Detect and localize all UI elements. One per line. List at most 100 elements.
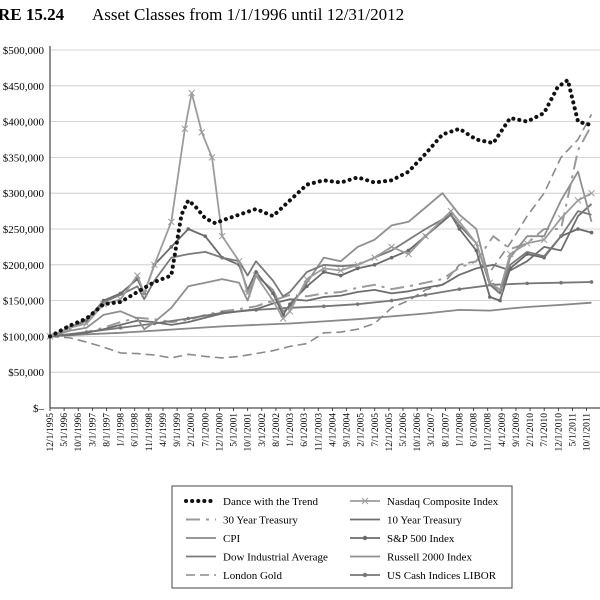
data-point-marker <box>118 326 123 330</box>
data-point-marker <box>203 234 208 238</box>
data-point-marker <box>322 304 326 309</box>
x-tick-label: 3/1/2002 <box>258 413 268 447</box>
legend-label: 10 Year Treasury <box>387 515 462 527</box>
data-point-marker <box>589 230 594 235</box>
data-point-marker <box>186 227 191 231</box>
x-tick-label: 12/1/2000 <box>215 413 225 452</box>
x-tick-label: 2/1/2005 <box>357 413 367 447</box>
y-tick-label: $250,000 <box>3 224 45 236</box>
x-tick-label: 9/1/2009 <box>512 413 522 447</box>
data-point-marker <box>338 273 343 278</box>
x-tick-label: 9/1/1999 <box>173 413 183 447</box>
data-point-marker <box>83 320 90 327</box>
x-tick-label: 7/1/2005 <box>371 413 381 447</box>
y-tick-label: $200,000 <box>3 260 45 272</box>
x-tick-label: 5/1/2006 <box>399 413 409 447</box>
series-line-30-year-treasury <box>49 124 593 338</box>
legend-marker <box>362 535 368 541</box>
data-point-marker <box>525 281 529 286</box>
data-point-marker <box>286 307 294 315</box>
legend-label: London Gold <box>223 570 282 582</box>
data-point-marker <box>472 239 480 247</box>
x-tick-label: 8/1/2007 <box>441 413 451 447</box>
data-point-marker <box>134 272 141 279</box>
data-point-marker <box>354 261 362 269</box>
x-tick-label: 7/1/2000 <box>201 413 211 447</box>
x-tick-label: 4/1/2004 <box>328 413 338 447</box>
series-line-nasdaq-composite-index <box>49 92 592 338</box>
y-tick-label: $150,000 <box>3 296 45 308</box>
y-tick-label: $50,000 <box>8 367 44 379</box>
data-point-marker <box>405 250 412 258</box>
legend-label: 30 Year Treasury <box>223 515 298 527</box>
x-tick-label: 9/1/2004 <box>343 413 353 447</box>
data-point-marker <box>355 266 360 271</box>
y-tick-label: $400,000 <box>3 117 45 129</box>
x-tick-label: 8/1/1997 <box>102 413 112 447</box>
x-tick-label: 3/1/1997 <box>88 413 98 447</box>
data-point-marker <box>372 263 377 267</box>
x-tick-label: 10/1/2006 <box>413 413 423 452</box>
legend-label: Dance with the Trend <box>223 496 319 508</box>
x-tick-label: 8/1/2002 <box>272 413 282 447</box>
x-tick-label: 7/1/2010 <box>540 413 550 447</box>
x-tick-label: 4/1/1999 <box>159 413 169 447</box>
x-tick-label: 5/1/2001 <box>230 413 240 447</box>
data-point-marker <box>235 257 243 265</box>
data-point-marker <box>320 265 328 272</box>
data-point-marker <box>371 254 378 261</box>
data-point-marker <box>506 250 514 258</box>
data-point-marker <box>588 189 595 197</box>
data-point-marker <box>303 275 311 283</box>
legend-box <box>171 485 513 589</box>
legend-label: Nasdaq Composite Index <box>387 496 499 508</box>
data-point-marker <box>423 293 428 297</box>
data-point-marker <box>498 298 502 303</box>
data-point-marker <box>523 239 531 247</box>
data-point-marker <box>186 316 191 321</box>
data-point-marker <box>540 236 548 244</box>
series-line-london-gold <box>49 114 593 359</box>
y-tick-label: $300,000 <box>3 188 45 200</box>
x-tick-label: 5/1/2011 <box>568 413 578 447</box>
data-point-marker <box>496 286 504 294</box>
data-point-marker <box>388 243 395 251</box>
data-point-marker <box>271 291 275 296</box>
data-point-marker <box>589 280 594 284</box>
data-point-marker <box>305 284 309 289</box>
data-point-marker <box>486 279 494 287</box>
x-tick-label: 12/1/2010 <box>554 413 564 452</box>
data-point-marker <box>169 245 174 249</box>
x-tick-label: 6/1/2008 <box>470 413 480 447</box>
data-point-marker <box>288 302 292 306</box>
data-point-marker <box>322 270 326 274</box>
data-point-marker <box>389 298 394 303</box>
data-point-marker <box>406 248 411 253</box>
x-tick-label: 12/1/2005 <box>385 413 395 452</box>
data-point-marker <box>557 214 565 222</box>
x-tick-label: 2/1/2010 <box>526 413 536 447</box>
legend-label: CPI <box>223 533 240 545</box>
data-point-marker <box>488 295 492 299</box>
data-point-marker <box>576 227 580 231</box>
legend-label: US Cash Indices LIBOR <box>387 570 497 582</box>
data-point-marker <box>244 290 251 297</box>
series-line-10-year-treasury <box>49 203 593 338</box>
legend-marker <box>361 497 369 505</box>
x-tick-label: 10/1/2011 <box>583 413 593 451</box>
x-tick-label: 1/1/1998 <box>117 413 127 447</box>
x-tick-label: 2/1/2000 <box>187 413 197 447</box>
x-tick-label: 11/1/2003 <box>314 413 324 451</box>
data-point-marker <box>279 315 287 322</box>
x-tick-label: 10/1/2001 <box>244 413 254 452</box>
legend-marker <box>362 572 368 578</box>
data-point-marker <box>198 128 206 136</box>
data-point-marker <box>422 232 429 240</box>
legend-label: Russell 2000 Index <box>387 552 472 564</box>
data-point-marker <box>208 154 216 161</box>
data-point-marker <box>188 89 196 97</box>
data-point-marker <box>252 272 260 279</box>
data-point-marker <box>389 255 394 260</box>
data-point-marker <box>574 197 582 204</box>
